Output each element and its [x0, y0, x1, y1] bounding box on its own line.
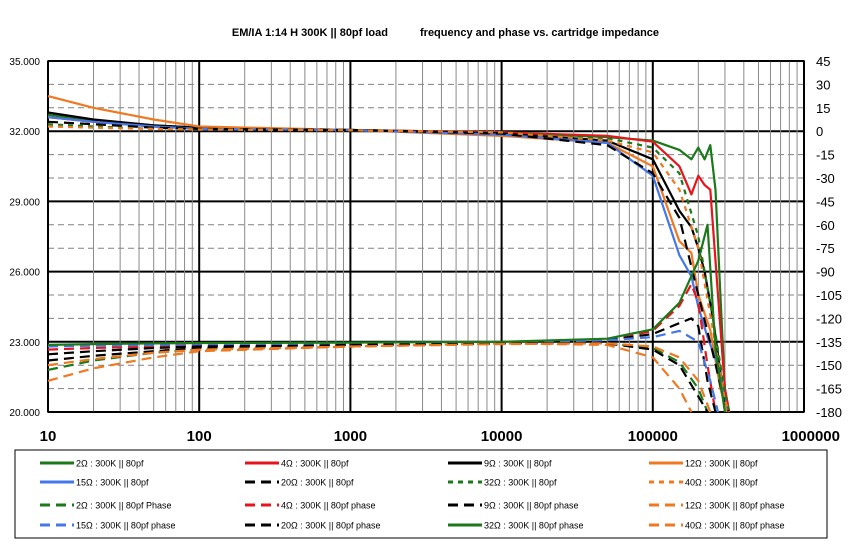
series-line-10: [47, 317, 717, 413]
y-right-tick-label: -30: [816, 171, 835, 186]
legend-label-15: 40Ω : 300K || 80pf phase: [685, 521, 784, 531]
x-tick-label: 100: [187, 428, 212, 445]
y-right-tick-label: -120: [816, 311, 842, 326]
x-tick-label: 1000: [334, 428, 367, 445]
legend-label-0: 2Ω : 300K || 80pf: [76, 459, 144, 469]
series-line-5: [47, 120, 731, 413]
x-tick-label: 100000: [628, 428, 678, 445]
y-right-tick-label: 15: [816, 101, 830, 116]
legend-label-13: 20Ω : 300K || 80pf phase: [281, 521, 380, 531]
plot-border: [47, 60, 805, 413]
legend-label-14: 32Ω : 300K || 80pf phase: [484, 521, 583, 531]
y-left-tick-label: 29.000: [9, 197, 40, 208]
y-right-tick-label: -150: [816, 358, 842, 373]
legend-label-10: 9Ω : 300K || 80pf phase: [484, 501, 578, 511]
x-tick-label: 1000000: [782, 428, 840, 445]
legend-label-7: 40Ω : 300K || 80pf: [685, 478, 758, 488]
legend-label-12: 15Ω : 300K || 80pf phase: [76, 521, 175, 531]
plot-area: [48, 61, 804, 412]
legend-label-4: 15Ω : 300K || 80pf: [76, 478, 149, 488]
y-left-tick-label: 20.000: [9, 408, 40, 419]
chart-title: EM/IA 1:14 H 300K || 80pf load: [232, 27, 388, 39]
legend-label-3: 12Ω : 300K || 80pf: [685, 459, 758, 469]
legend-box: [14, 449, 828, 539]
legend-label-1: 4Ω : 300K || 80pf: [281, 459, 349, 469]
plot-grid: [47, 60, 805, 413]
legend-label-2: 9Ω : 300K || 80pf: [484, 459, 552, 469]
y-left-tick-label: 32.000: [9, 127, 40, 138]
legend-label-6: 32Ω : 300K || 80pf: [484, 478, 557, 488]
y-right-tick-label: -45: [816, 194, 835, 209]
series-line-3: [47, 95, 729, 413]
series-line-11: [47, 342, 693, 413]
x-tick-label: 10000: [481, 428, 523, 445]
series-line-12: [47, 329, 720, 413]
y-right-tick-label: -135: [816, 335, 842, 350]
y-right-tick-label: -90: [816, 265, 835, 280]
y-right-tick-label: -15: [816, 148, 835, 163]
y-right-tick-label: -165: [816, 382, 842, 397]
y-right-tick-label: -105: [816, 288, 842, 303]
series-line-14: [47, 223, 726, 413]
y-right-tick-label: -180: [816, 405, 842, 420]
legend-label-8: 2Ω : 300K || 80pf Phase: [76, 501, 171, 511]
x-tick-label: 10: [40, 428, 57, 445]
y-right-tick-label: 30: [816, 77, 830, 92]
y-left-tick-label: 35.000: [9, 57, 40, 68]
legend-label-5: 20Ω : 300K || 80pf: [281, 478, 354, 488]
y-left-tick-label: 23.000: [9, 338, 40, 349]
y-right-tick-label: -60: [816, 218, 835, 233]
series-layer: [47, 95, 731, 413]
legend: 2Ω : 300K || 80pf 4Ω : 300K || 80pf 9Ω : 3…: [14, 449, 828, 539]
legend-label-11: 12Ω : 300K || 80pf phase: [685, 501, 784, 511]
legend-label-9: 4Ω : 300K || 80pf phase: [281, 501, 375, 511]
y-right-tick-label: 45: [816, 54, 830, 69]
series-line-2: [47, 111, 729, 413]
series-line-9: [47, 283, 717, 413]
axes: 35.000 32.000 29.000 26.000 23.000 20.000 45 30…: [9, 54, 842, 445]
y-left-tick-label: 26.000: [9, 268, 40, 279]
y-right-tick-label: -75: [816, 241, 835, 256]
series-line-15: [47, 342, 712, 413]
chart-subtitle: frequency and phase vs. cartridge impeda…: [420, 27, 659, 39]
y-right-tick-label: 0: [816, 124, 823, 139]
